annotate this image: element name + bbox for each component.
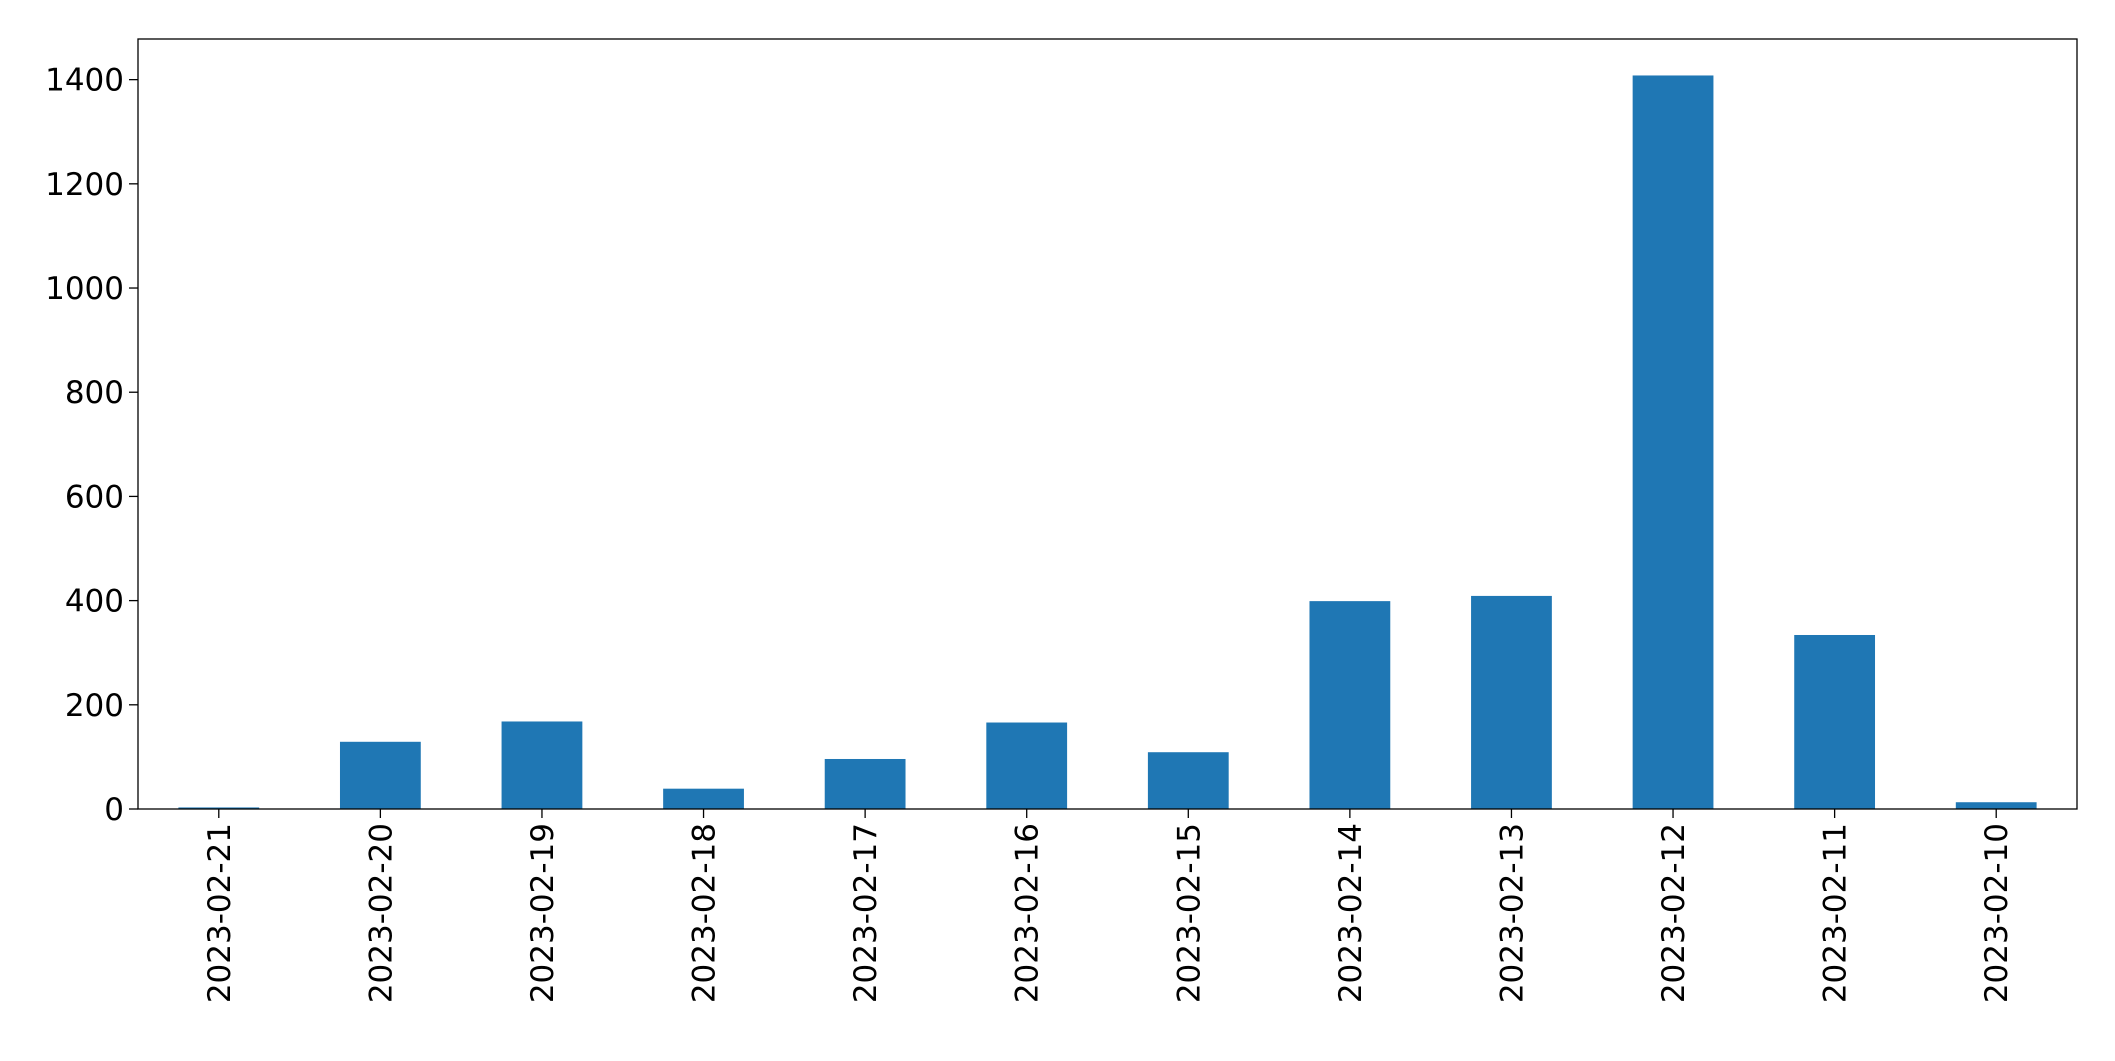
y-tick-label: 0 (104, 792, 124, 828)
y-tick-label: 1200 (45, 167, 124, 203)
bar (824, 758, 906, 809)
bar (339, 741, 421, 809)
y-tick-label: 1000 (45, 271, 124, 307)
x-tick-label: 2023-02-16 (1010, 823, 1046, 1003)
bar (986, 722, 1068, 809)
bar (1309, 601, 1391, 809)
x-tick-label: 2023-02-17 (848, 823, 884, 1003)
bar (178, 807, 260, 809)
plot-frame (137, 38, 2078, 810)
bar (501, 721, 583, 809)
x-tick-label: 2023-02-12 (1656, 823, 1692, 1003)
y-tick-label: 1400 (45, 63, 124, 99)
x-tick-label: 2023-02-11 (1818, 823, 1854, 1003)
bar (1471, 595, 1552, 809)
bar (1955, 802, 2037, 809)
x-tick-label: 2023-02-10 (1979, 823, 2015, 1003)
x-tick-label: 2023-02-18 (687, 823, 723, 1003)
x-tick-label: 2023-02-14 (1333, 823, 1369, 1003)
bar (1147, 752, 1229, 809)
y-tick-label: 400 (65, 584, 124, 620)
x-tick-label: 2023-02-13 (1494, 823, 1530, 1003)
bar (1632, 75, 1714, 809)
x-tick-label: 2023-02-21 (202, 823, 238, 1003)
bar (1794, 634, 1876, 809)
bar (663, 788, 744, 809)
x-tick-label: 2023-02-19 (525, 823, 561, 1003)
y-tick-label: 600 (65, 479, 124, 515)
y-tick-label: 200 (65, 688, 124, 724)
x-tick-label: 2023-02-20 (363, 823, 399, 1003)
x-tick-label: 2023-02-15 (1171, 823, 1207, 1003)
y-tick-label: 800 (65, 375, 124, 411)
